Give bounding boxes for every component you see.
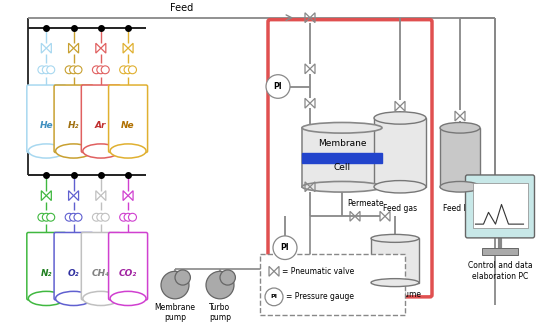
Ellipse shape xyxy=(56,144,92,158)
Bar xyxy=(302,128,382,187)
Circle shape xyxy=(70,213,77,221)
FancyBboxPatch shape xyxy=(260,254,405,315)
Circle shape xyxy=(43,66,50,74)
Ellipse shape xyxy=(440,182,480,192)
Circle shape xyxy=(74,213,82,221)
Ellipse shape xyxy=(110,291,146,305)
Ellipse shape xyxy=(83,291,119,305)
Bar xyxy=(302,153,382,163)
Circle shape xyxy=(124,213,132,221)
Ellipse shape xyxy=(302,182,382,192)
Ellipse shape xyxy=(440,123,480,133)
Circle shape xyxy=(120,213,128,221)
Circle shape xyxy=(129,66,136,74)
Circle shape xyxy=(175,270,190,285)
Bar xyxy=(371,238,419,283)
Circle shape xyxy=(43,213,50,221)
Text: PI: PI xyxy=(270,294,277,299)
Text: Permeate: Permeate xyxy=(347,199,384,208)
FancyBboxPatch shape xyxy=(81,85,120,153)
Circle shape xyxy=(265,288,283,306)
Text: H₂: H₂ xyxy=(68,121,80,130)
Circle shape xyxy=(273,236,297,259)
Text: PI: PI xyxy=(274,82,282,91)
Text: PI: PI xyxy=(281,243,289,252)
Circle shape xyxy=(47,213,55,221)
Circle shape xyxy=(65,66,73,74)
Bar xyxy=(374,118,426,187)
Circle shape xyxy=(120,66,128,74)
Circle shape xyxy=(220,270,235,285)
Ellipse shape xyxy=(28,291,64,305)
Ellipse shape xyxy=(371,279,419,287)
Ellipse shape xyxy=(374,181,426,193)
Circle shape xyxy=(38,213,46,221)
Text: = Pneumatic valve: = Pneumatic valve xyxy=(282,267,354,276)
Text: Feed gas: Feed gas xyxy=(383,204,417,214)
Circle shape xyxy=(101,213,109,221)
Circle shape xyxy=(97,66,105,74)
Text: O₂: O₂ xyxy=(68,269,80,278)
Text: N₂: N₂ xyxy=(40,269,52,278)
FancyBboxPatch shape xyxy=(81,232,120,300)
Text: Membrane: Membrane xyxy=(318,139,366,148)
FancyBboxPatch shape xyxy=(465,175,535,238)
Text: CO₂: CO₂ xyxy=(119,269,137,278)
Ellipse shape xyxy=(110,144,146,158)
Text: Ne: Ne xyxy=(121,121,135,130)
Circle shape xyxy=(206,271,234,299)
Bar xyxy=(440,128,480,187)
Circle shape xyxy=(38,66,46,74)
Text: Membrane
pump: Membrane pump xyxy=(154,303,196,322)
FancyBboxPatch shape xyxy=(27,85,66,153)
Ellipse shape xyxy=(374,112,426,124)
Bar xyxy=(473,183,528,228)
Circle shape xyxy=(93,66,100,74)
Circle shape xyxy=(161,271,189,299)
Text: Extra volume: Extra volume xyxy=(370,290,421,300)
Circle shape xyxy=(65,213,73,221)
Text: = Pressure gauge: = Pressure gauge xyxy=(286,292,354,301)
FancyBboxPatch shape xyxy=(108,232,148,300)
Text: Ar: Ar xyxy=(95,121,107,130)
Circle shape xyxy=(93,213,100,221)
Text: Feed: Feed xyxy=(170,3,193,13)
Circle shape xyxy=(129,213,136,221)
Text: Control and data
elaboration PC: Control and data elaboration PC xyxy=(468,261,532,281)
Circle shape xyxy=(74,66,82,74)
Circle shape xyxy=(70,66,77,74)
Text: CH₄: CH₄ xyxy=(92,269,110,278)
Text: Cell: Cell xyxy=(334,163,350,171)
Circle shape xyxy=(101,66,109,74)
Ellipse shape xyxy=(371,234,419,242)
Text: Feed Liq.: Feed Liq. xyxy=(443,204,477,214)
Circle shape xyxy=(266,75,290,98)
Text: He: He xyxy=(40,121,53,130)
Circle shape xyxy=(47,66,55,74)
Circle shape xyxy=(97,213,105,221)
Text: Turbo
pump: Turbo pump xyxy=(209,303,231,322)
FancyBboxPatch shape xyxy=(27,232,66,300)
Ellipse shape xyxy=(28,144,64,158)
Ellipse shape xyxy=(83,144,119,158)
Text: Controlled
temperature: Controlled temperature xyxy=(278,259,348,281)
Bar xyxy=(482,248,518,255)
Ellipse shape xyxy=(56,291,92,305)
FancyBboxPatch shape xyxy=(54,232,93,300)
FancyBboxPatch shape xyxy=(54,85,93,153)
Circle shape xyxy=(124,66,132,74)
Ellipse shape xyxy=(302,123,382,133)
FancyBboxPatch shape xyxy=(108,85,148,153)
